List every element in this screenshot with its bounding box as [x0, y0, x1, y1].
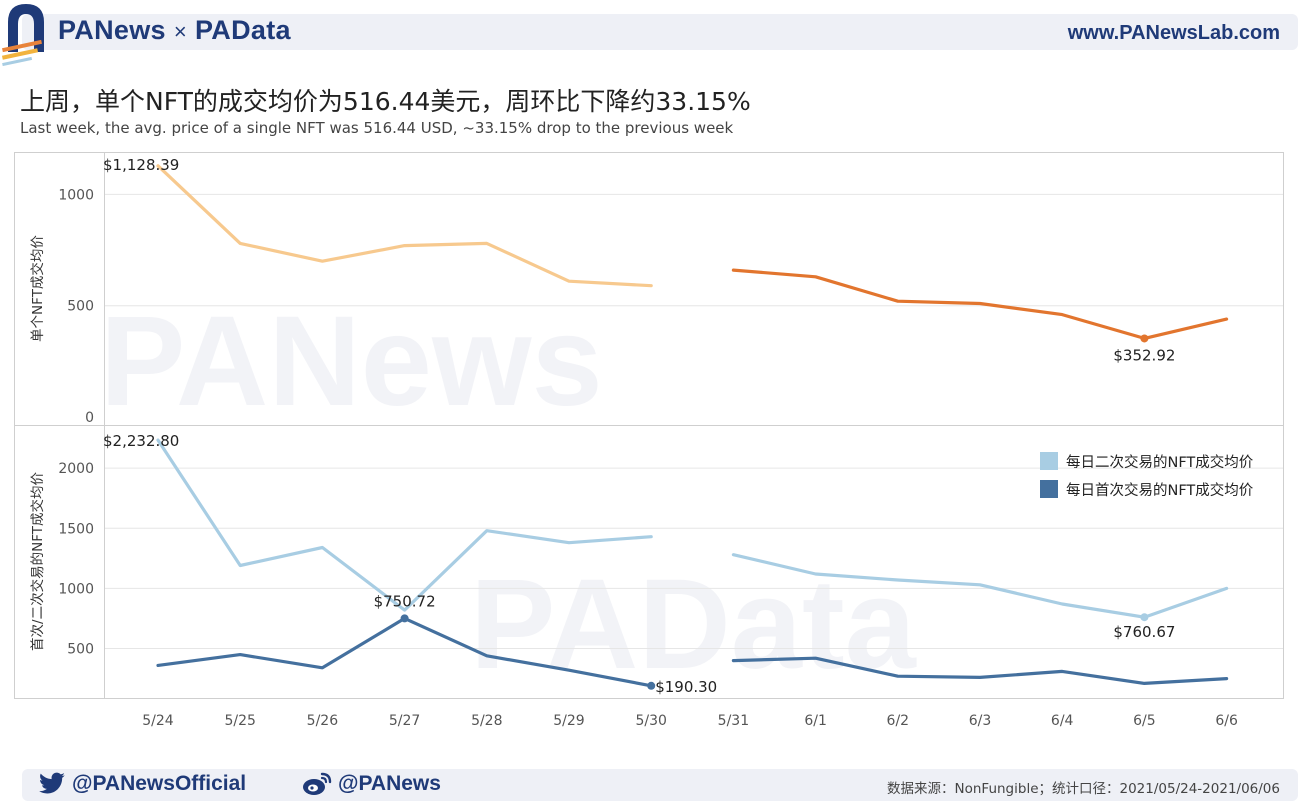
watermark-padata: PAData — [470, 553, 917, 696]
y-tick-label: 1000 — [58, 581, 94, 597]
primary-price-line — [731, 656, 1229, 686]
y-axis-title: 单个NFT成交均价 — [29, 235, 46, 342]
single-nft-price-line — [156, 164, 653, 288]
x-tick-label: 5/25 — [224, 713, 255, 729]
twitter-icon — [39, 773, 65, 794]
legend-label: 每日二次交易的NFT成交均价 — [1066, 453, 1254, 471]
x-tick-label: 5/30 — [635, 713, 666, 729]
watermark-panews: PANews — [100, 290, 603, 433]
data-point-marker — [400, 614, 409, 623]
y-tick-label: 2000 — [58, 461, 94, 477]
x-tick-label: 5/24 — [142, 713, 174, 729]
data-point-marker — [1140, 334, 1149, 343]
panews-logo-icon — [1, 4, 44, 66]
twitter-handle[interactable]: @PANewsOfficial — [38, 772, 246, 796]
y-axis-title: 首次/二次交易的NFT成交均价 — [29, 472, 46, 651]
x-tick-label: 6/4 — [1051, 713, 1074, 729]
brand-panews: PANews — [58, 15, 166, 45]
x-tick-label: 6/5 — [1133, 713, 1156, 729]
y-tick-label: 500 — [67, 299, 94, 315]
weibo-icon — [303, 773, 332, 796]
data-point-marker — [647, 681, 656, 690]
x-tick-label: 5/26 — [307, 713, 339, 729]
data-label: $2,232.80 — [103, 432, 179, 450]
x-tick-label: 5/31 — [718, 713, 749, 729]
x-tick-label: 6/2 — [887, 713, 910, 729]
data-label: $760.67 — [1113, 623, 1175, 641]
y-tick-label: 500 — [67, 642, 94, 658]
data-label: $750.72 — [374, 592, 436, 610]
weibo-handle-text: @PANews — [338, 772, 441, 795]
x-tick-label: 5/29 — [553, 713, 584, 729]
y-tick-label: 1000 — [58, 187, 94, 203]
data-point-marker — [1140, 613, 1149, 622]
brand-times: × — [173, 19, 187, 44]
y-tick-label: 1500 — [58, 521, 94, 537]
data-label: $352.92 — [1113, 346, 1175, 364]
legend-label: 每日首次交易的NFT成交均价 — [1066, 481, 1254, 499]
chart-subtitle: Last week, the avg. price of a single NF… — [20, 119, 734, 137]
footer-bar — [22, 769, 1298, 801]
twitter-handle-text: @PANewsOfficial — [72, 772, 247, 795]
legend-swatch — [1040, 452, 1058, 470]
x-tick-label: 5/27 — [389, 713, 420, 729]
data-label: $190.30 — [655, 678, 717, 696]
x-tick-label: 5/28 — [471, 713, 502, 729]
brand-padata: PAData — [195, 15, 291, 45]
site-url-link[interactable]: www.PANewsLab.com — [1067, 22, 1280, 44]
secondary-price-line — [156, 438, 653, 612]
x-tick-label: 6/3 — [969, 713, 992, 729]
legend-swatch — [1040, 480, 1058, 498]
weibo-handle[interactable]: @PANews — [302, 772, 441, 796]
header-bar — [22, 14, 1298, 50]
x-tick-label: 6/1 — [804, 713, 827, 729]
y-tick-label: 0 — [85, 410, 94, 426]
chart-title: 上周，单个NFT的成交均价为516.44美元，周环比下降约33.15% — [20, 87, 751, 116]
data-label: $1,128.39 — [103, 156, 179, 174]
x-tick-label: 6/6 — [1215, 713, 1238, 729]
data-source-note: 数据来源：NonFungible；统计口径：2021/05/24-2021/06… — [887, 781, 1280, 797]
single-nft-price-line — [731, 268, 1229, 340]
brand-title: PANews × PAData — [58, 15, 291, 46]
